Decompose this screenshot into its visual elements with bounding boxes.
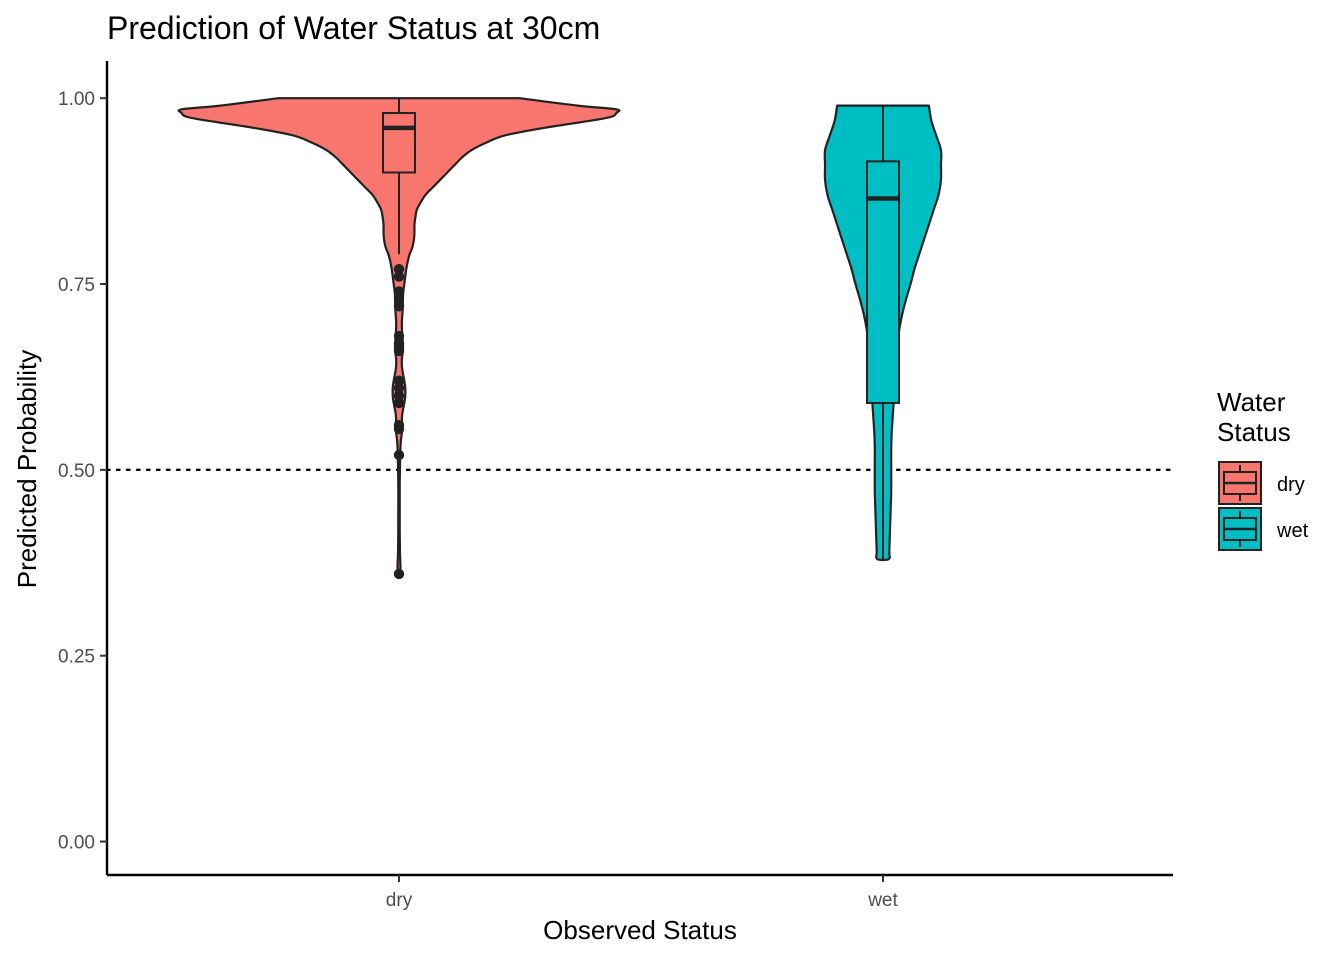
y-tick-label: 0.50: [58, 461, 95, 482]
outlier-point-dry: [393, 286, 405, 297]
outlier-point-dry: [393, 382, 405, 394]
outlier-point-dry: [393, 293, 405, 305]
x-tick-label: wet: [867, 890, 898, 911]
outlier-point-dry: [393, 390, 405, 401]
outlier-point-dry: [393, 423, 405, 435]
axes: 0.00 0.25 0.50 0.75 1.00 dry wet: [58, 61, 1173, 911]
y-tick-label: 0.75: [58, 275, 95, 296]
legend-item-dry: dry: [1218, 461, 1305, 505]
plot-area: [105, 97, 1175, 580]
y-tick-label: 0.00: [58, 833, 95, 854]
legend-label-wet: wet: [1276, 520, 1309, 542]
outlier-point-dry: [393, 345, 405, 357]
chart-title: Prediction of Water Status at 30cm: [107, 10, 600, 46]
y-tick-label: 0.25: [58, 647, 95, 668]
box-dry: [382, 112, 416, 174]
outlier-point-dry: [393, 449, 405, 461]
outlier-point-dry: [393, 568, 405, 580]
outlier-point-dry: [393, 263, 405, 275]
series-dry: [177, 97, 621, 580]
legend-label-dry: dry: [1277, 474, 1305, 496]
series-wet: [823, 104, 943, 562]
y-axis-title: Predicted Probability: [12, 350, 42, 588]
box-wet: [866, 160, 900, 404]
outlier-point-dry: [393, 271, 405, 282]
legend-title: Status: [1217, 417, 1291, 447]
outlier-point-dry: [393, 301, 405, 312]
outlier-point-dry: [393, 330, 405, 342]
outlier-point-dry: [393, 375, 405, 386]
x-axis-title: Observed Status: [543, 915, 737, 945]
x-tick-label: dry: [386, 890, 413, 911]
outlier-point-dry: [393, 397, 405, 409]
y-tick-label: 1.00: [58, 89, 95, 110]
legend-item-wet: wet: [1218, 507, 1309, 551]
legend-title: Water: [1217, 387, 1286, 417]
